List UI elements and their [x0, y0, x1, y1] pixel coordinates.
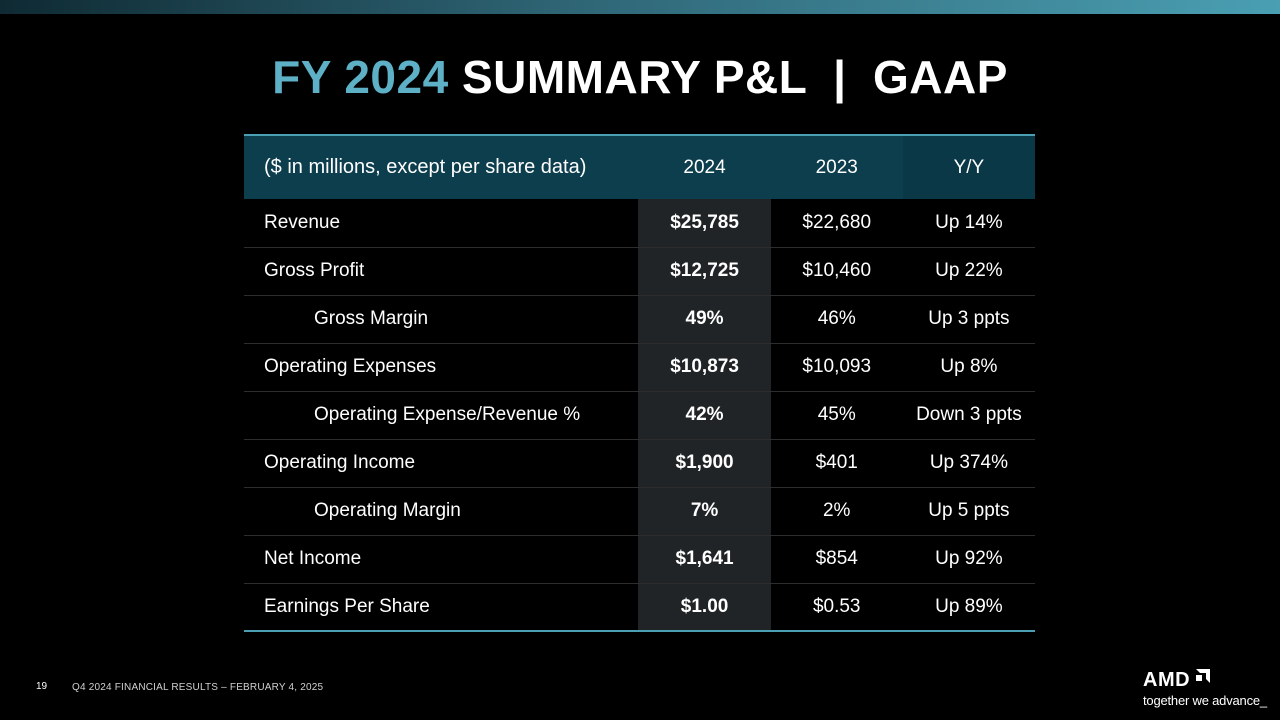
value-2024: 49% [638, 295, 771, 344]
page-number: 19 [36, 681, 48, 692]
title-accent: FY 2024 [272, 51, 449, 103]
value-2023: $10,460 [770, 247, 903, 296]
row-label: Net Income [244, 535, 639, 584]
header-label: ($ in millions, except per share data) [244, 134, 639, 199]
table-row: Operating Income $1,900 $401 Up 374% [244, 439, 1035, 488]
logo-mark: AMD [1143, 668, 1273, 692]
row-label: Gross Margin [244, 295, 639, 344]
value-yy: Up 14% [902, 199, 1035, 248]
footer-text: Q4 2024 FINANCIAL RESULTS – FEBRUARY 4, … [72, 682, 324, 693]
slide-title: FY 2024 SUMMARY P&L | GAAP [0, 50, 1280, 104]
row-label: Revenue [244, 199, 639, 248]
value-yy: Up 22% [902, 247, 1035, 296]
table-row: Operating Expenses $10,873 $10,093 Up 8% [244, 343, 1035, 392]
table-row: Gross Profit $12,725 $10,460 Up 22% [244, 247, 1035, 296]
value-2023: $22,680 [770, 199, 903, 248]
value-2023: 46% [770, 295, 903, 344]
value-2023: $10,093 [770, 343, 903, 392]
value-yy: Up 8% [902, 343, 1035, 392]
value-2024: 7% [638, 487, 771, 536]
table-row: Gross Margin 49% 46% Up 3 ppts [244, 295, 1035, 344]
header-yy: Y/Y [902, 134, 1035, 199]
value-2024: 42% [638, 391, 771, 440]
value-2024: $1.00 [638, 583, 771, 632]
value-2024: $1,641 [638, 535, 771, 584]
table-row: Revenue $25,785 $22,680 Up 14% [244, 199, 1035, 248]
logo-text: AMD [1143, 668, 1191, 691]
title-rest: SUMMARY P&L | GAAP [461, 51, 1008, 103]
value-2024: $12,725 [638, 247, 771, 296]
row-label: Operating Margin [244, 487, 639, 536]
value-2024: $25,785 [638, 199, 771, 248]
value-2023: $401 [770, 439, 903, 488]
value-yy: Up 374% [902, 439, 1035, 488]
table-row: Net Income $1,641 $854 Up 92% [244, 535, 1035, 584]
table-header-row: ($ in millions, except per share data) 2… [244, 134, 1035, 199]
row-label: Operating Expenses [244, 343, 639, 392]
value-yy: Up 3 ppts [902, 295, 1035, 344]
logo-tagline: together we advance_ [1143, 693, 1267, 708]
value-2023: 45% [770, 391, 903, 440]
table-row: Operating Expense/Revenue % 42% 45% Down… [244, 391, 1035, 440]
top-accent-bar [0, 0, 1280, 14]
value-2024: $1,900 [638, 439, 771, 488]
row-label: Earnings Per Share [244, 583, 639, 632]
header-2024: 2024 [638, 134, 771, 199]
amd-arrow-icon [1193, 668, 1211, 692]
row-label: Operating Income [244, 439, 639, 488]
table-row: Operating Margin 7% 2% Up 5 ppts [244, 487, 1035, 536]
value-yy: Up 5 ppts [902, 487, 1035, 536]
header-2023: 2023 [770, 134, 903, 199]
value-2023: $854 [770, 535, 903, 584]
row-label: Gross Profit [244, 247, 639, 296]
value-2023: 2% [770, 487, 903, 536]
value-2023: $0.53 [770, 583, 903, 632]
value-yy: Down 3 ppts [902, 391, 1035, 440]
value-yy: Up 92% [902, 535, 1035, 584]
amd-logo: AMD together we advance_ [1143, 668, 1273, 709]
table-row: Earnings Per Share $1.00 $0.53 Up 89% [244, 583, 1035, 632]
row-label: Operating Expense/Revenue % [244, 391, 639, 440]
value-yy: Up 89% [902, 583, 1035, 632]
pl-table: ($ in millions, except per share data) 2… [244, 134, 1035, 632]
value-2024: $10,873 [638, 343, 771, 392]
